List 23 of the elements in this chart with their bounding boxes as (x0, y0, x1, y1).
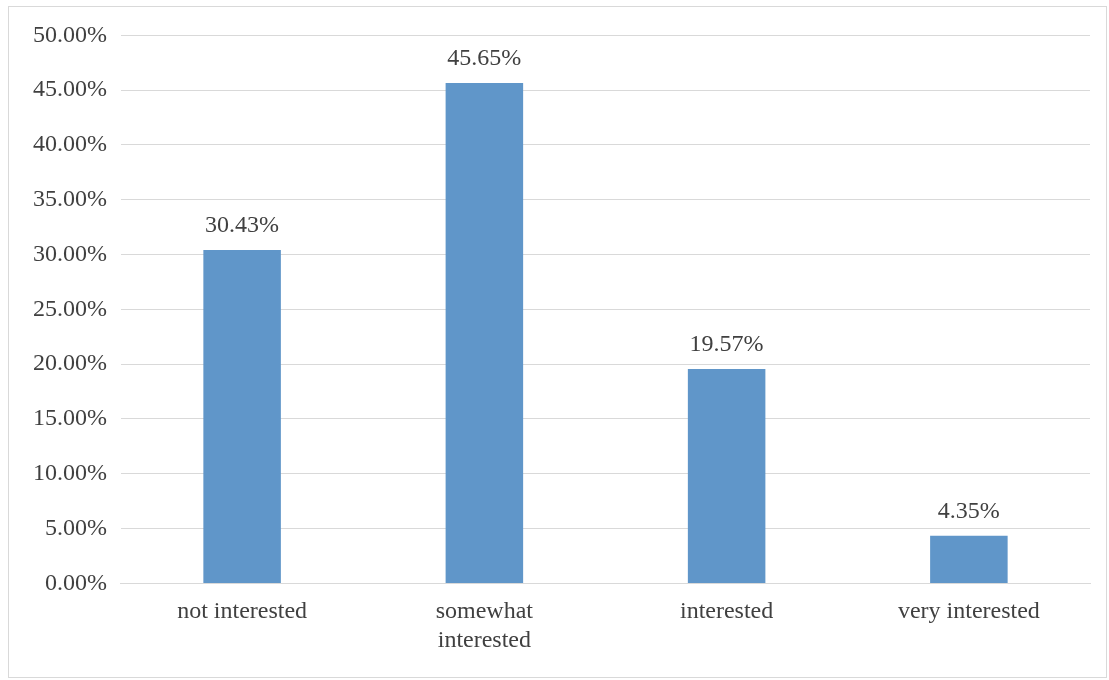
y-tick-label: 20.00% (32, 349, 107, 376)
data-label: 45.65% (447, 44, 522, 71)
y-tick-label: 15.00% (32, 404, 107, 431)
y-tick-label: 0.00% (44, 568, 107, 595)
x-tick-label: not interested (177, 597, 308, 624)
x-tick-label: very interested (897, 597, 1040, 624)
y-tick-label: 50.00% (32, 20, 107, 47)
y-tick-label: 5.00% (44, 513, 107, 540)
bar (445, 83, 524, 583)
y-tick-label: 40.00% (32, 130, 107, 157)
data-label: 4.35% (937, 497, 1000, 524)
y-tick-label: 25.00% (32, 294, 107, 321)
bar (203, 249, 281, 583)
y-tick-label: 45.00% (32, 75, 107, 102)
x-tick-label: somewhat interested (435, 597, 534, 652)
bar (687, 368, 766, 583)
data-label: 30.43% (205, 211, 280, 238)
y-tick-label: 30.00% (32, 239, 107, 266)
y-tick-label: 35.00% (32, 185, 107, 212)
x-tick-label: interested (679, 597, 774, 624)
y-tick-label: 10.00% (32, 459, 107, 486)
bar (930, 535, 1008, 583)
data-label: 19.57% (689, 330, 764, 357)
